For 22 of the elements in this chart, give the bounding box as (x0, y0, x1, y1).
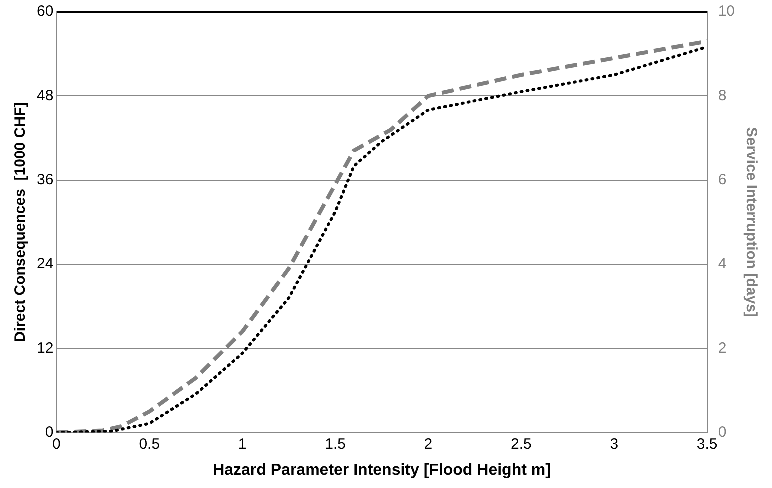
x-tick-label: 2 (424, 436, 433, 453)
y2-axis-title: Service Interruption [days] (742, 127, 760, 318)
y-tick-label: 48 (36, 87, 54, 104)
x-tick-label: 2.5 (510, 436, 532, 453)
x-tick-label: 1.5 (325, 436, 346, 453)
y-tick-label: 60 (36, 3, 54, 20)
y2-tick-label: 4 (718, 256, 727, 273)
y2-tick-label: 0 (718, 424, 727, 441)
x-axis-title: Hazard Parameter Intensity [Flood Height m] (213, 462, 551, 479)
y2-tick-label: 6 (718, 171, 727, 188)
y-tick-label: 12 (36, 340, 54, 357)
y-tick-label: 0 (45, 424, 54, 441)
y2-tick-label: 10 (718, 3, 736, 20)
x-tick-label: 1 (238, 436, 247, 453)
x-tick-label: 0.5 (139, 436, 160, 453)
y-tick-label: 24 (36, 256, 54, 273)
x-tick-label: 3 (610, 436, 619, 453)
x-tick-label: 3.5 (696, 436, 718, 453)
y2-tick-label: 8 (718, 87, 727, 104)
y-axis-title: Direct Consequences [1000 CHF] (12, 102, 30, 342)
y-tick-label: 36 (36, 171, 54, 188)
y2-tick-label: 2 (718, 340, 727, 357)
